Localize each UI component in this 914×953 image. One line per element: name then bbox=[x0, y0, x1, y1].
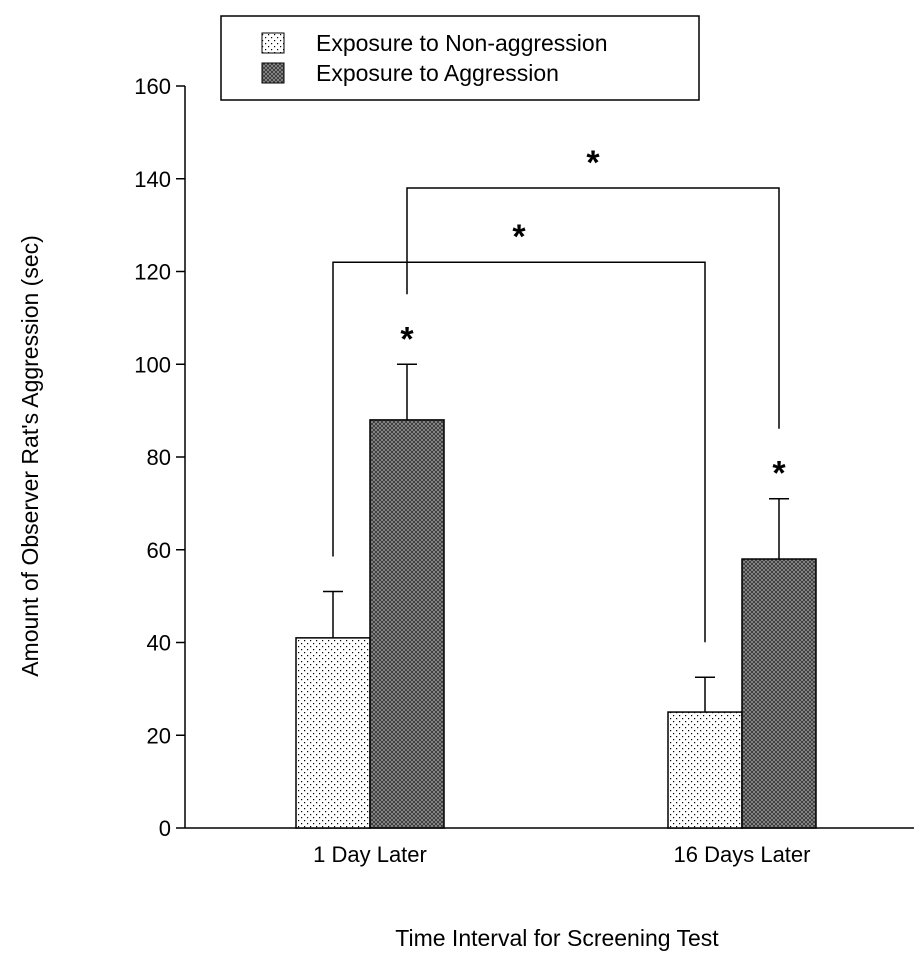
category-label: 16 Days Later bbox=[674, 842, 811, 867]
significance-bracket bbox=[332, 261, 706, 643]
category-labels: 1 Day Later 16 Days Later bbox=[313, 842, 810, 867]
y-tick-label: 60 bbox=[147, 538, 171, 563]
significance-star: * bbox=[772, 455, 786, 493]
y-tick-label: 0 bbox=[159, 816, 171, 841]
legend-label-aggression: Exposure to Aggression bbox=[316, 60, 559, 86]
significance-star: * bbox=[512, 218, 526, 256]
bars bbox=[295, 363, 817, 829]
y-tick-label: 40 bbox=[147, 631, 171, 656]
legend-swatch-non-aggression bbox=[261, 32, 285, 54]
legend-box bbox=[220, 15, 700, 101]
y-tick-label: 20 bbox=[147, 723, 171, 748]
bar bbox=[369, 419, 445, 829]
bar bbox=[741, 558, 817, 829]
bar bbox=[295, 637, 371, 829]
significance-star: * bbox=[586, 144, 600, 182]
x-axis-title: Time Interval for Screening Test bbox=[395, 925, 719, 951]
legend-swatch-aggression bbox=[261, 62, 285, 84]
y-tick-label: 80 bbox=[147, 445, 171, 470]
y-tick-label: 120 bbox=[134, 260, 171, 285]
legend: Exposure to Non-aggression Exposure to A… bbox=[220, 15, 700, 101]
bar bbox=[667, 711, 743, 829]
significance-bracket bbox=[406, 187, 780, 429]
y-ticks: 0 20 40 60 80 100 120 140 160 bbox=[134, 74, 185, 841]
y-tick-label: 100 bbox=[134, 352, 171, 377]
category-label: 1 Day Later bbox=[313, 842, 427, 867]
significance-star: * bbox=[400, 320, 414, 358]
y-axis-title: Amount of Observer Rat's Aggression (sec… bbox=[17, 235, 43, 677]
significance-markers: * * * * bbox=[332, 144, 786, 643]
y-tick-label: 140 bbox=[134, 167, 171, 192]
y-tick-label: 160 bbox=[134, 74, 171, 99]
legend-label-non-aggression: Exposure to Non-aggression bbox=[316, 30, 608, 56]
